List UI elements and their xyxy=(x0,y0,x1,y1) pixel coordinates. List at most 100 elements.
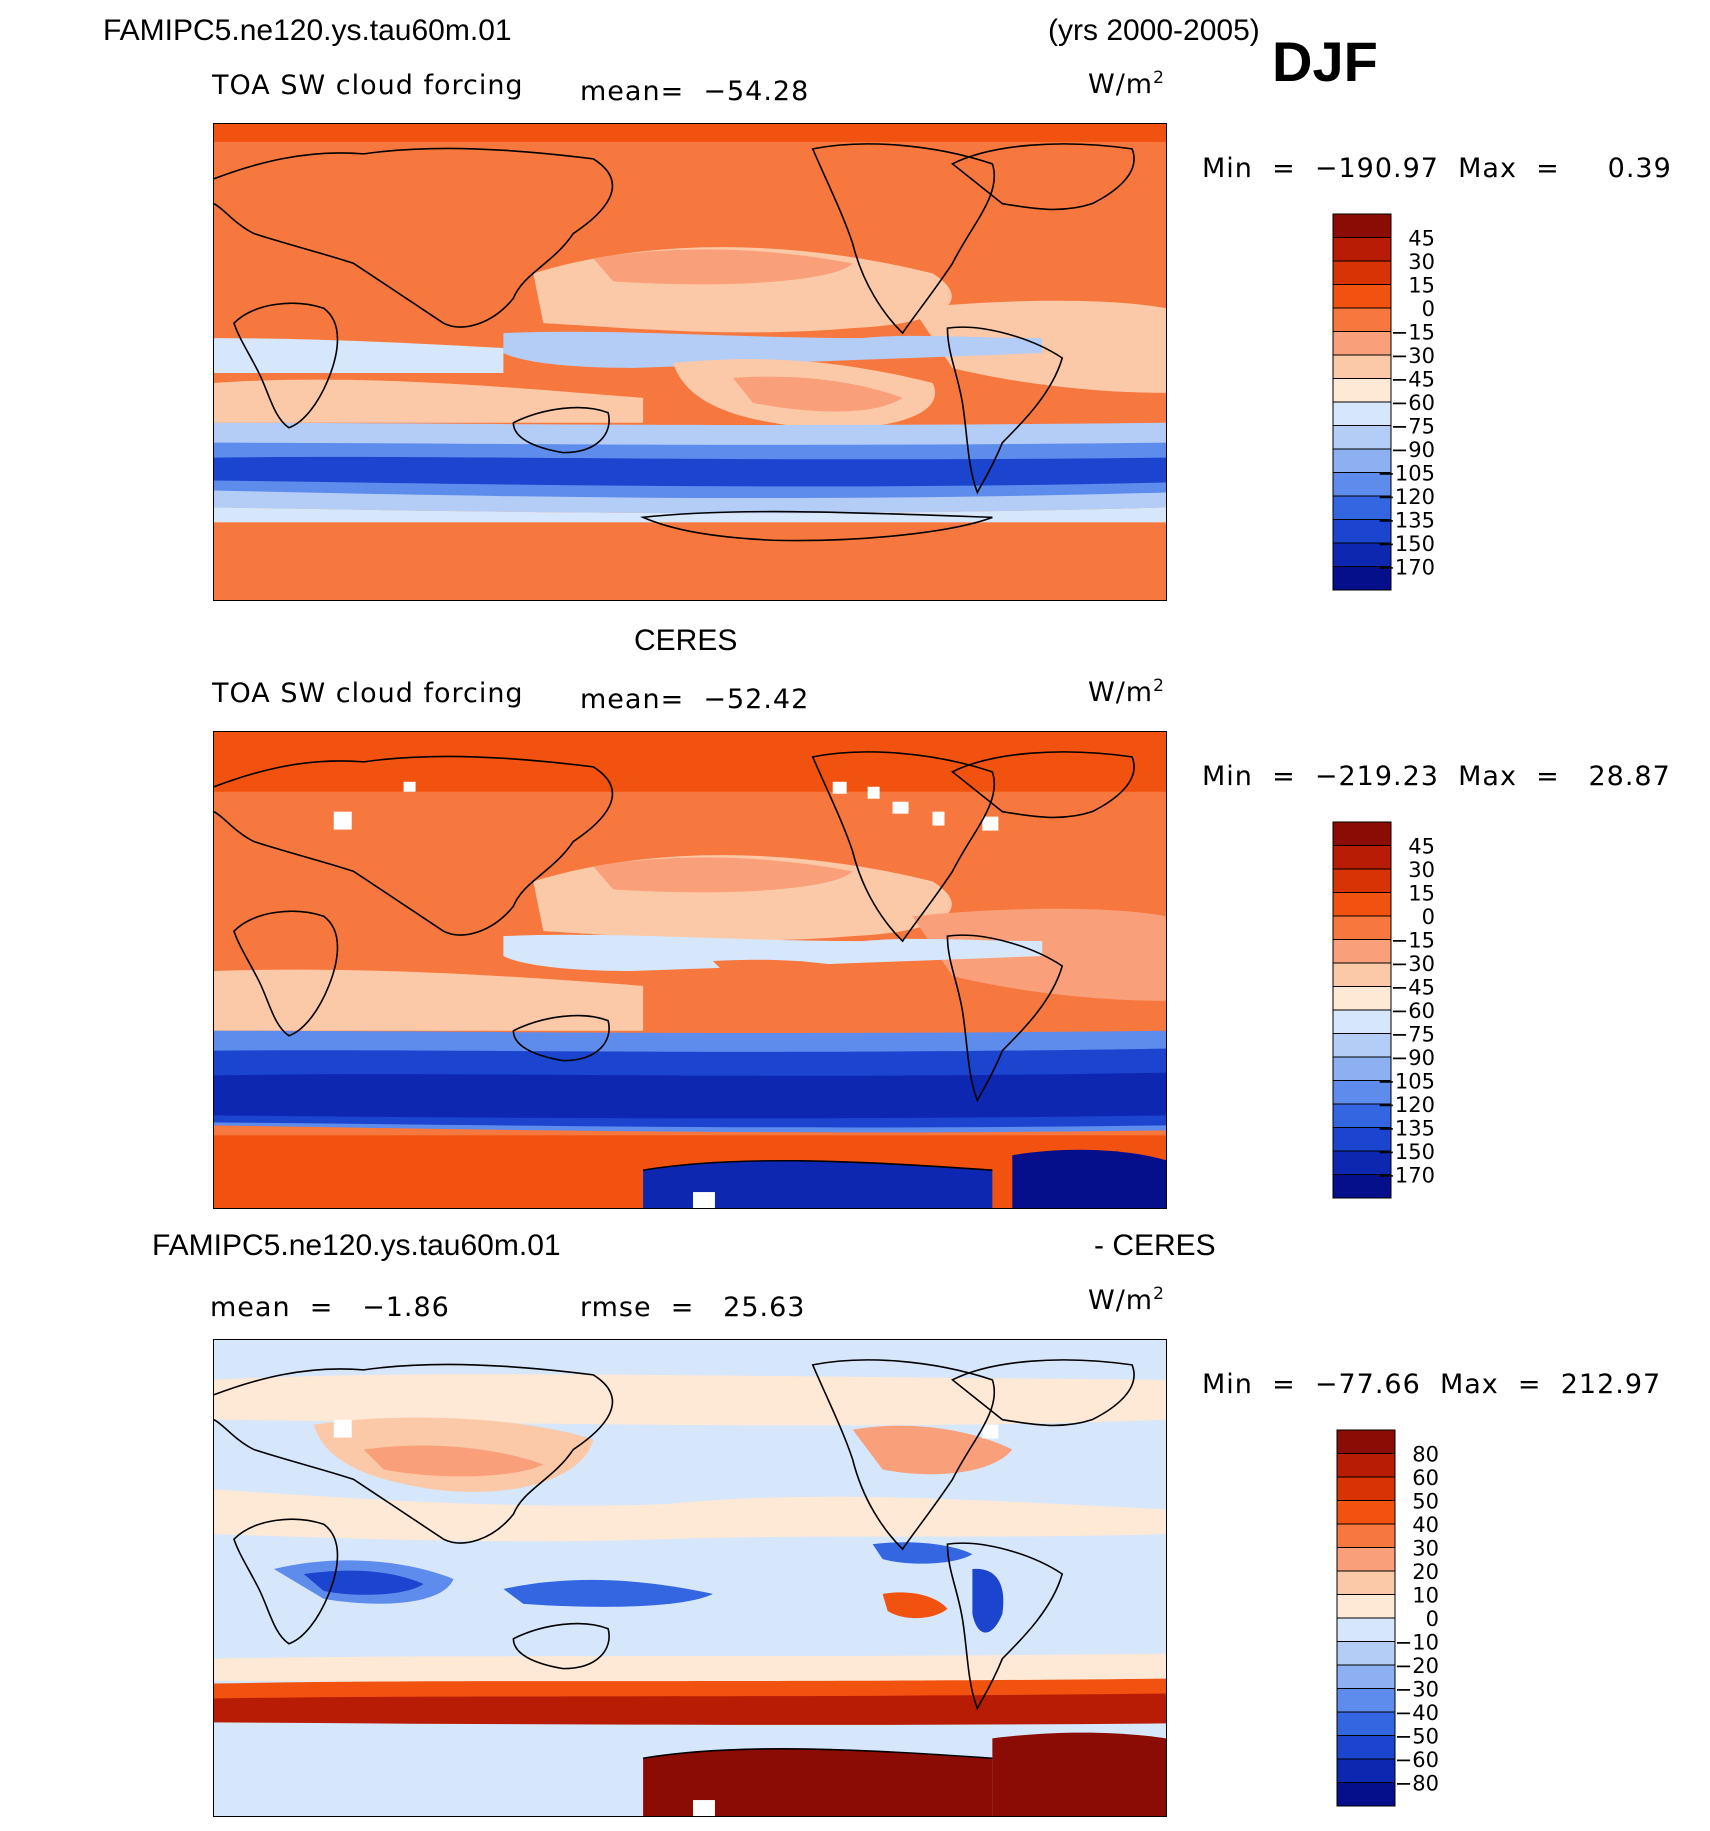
colorbar-label: 0 xyxy=(1422,905,1435,929)
colorbar-swatch xyxy=(1336,1594,1396,1619)
colorbar-label: 20 xyxy=(1412,1560,1439,1584)
panel3-map xyxy=(213,1339,1167,1817)
colorbar-swatch xyxy=(1332,892,1392,917)
colorbar-label: 40 xyxy=(1412,1513,1439,1537)
colorbar-label: 60 xyxy=(1412,1466,1439,1490)
colorbar-swatch xyxy=(1336,1664,1396,1689)
colorbar-swatch xyxy=(1336,1429,1396,1454)
panel1-variable-label: TOA SW cloud forcing xyxy=(212,70,524,101)
colorbar-swatch xyxy=(1332,939,1392,964)
colorbar-label: −50 xyxy=(1395,1725,1439,1749)
panel1-minmax-label: Min = −190.97 Max = 0.39 xyxy=(1202,153,1672,184)
colorbar-swatch xyxy=(1332,307,1392,332)
colorbar-label: −45 xyxy=(1391,976,1435,1000)
colorbar-label: −60 xyxy=(1391,999,1435,1023)
colorbar-swatch xyxy=(1332,1174,1392,1199)
colorbar-label: 45 xyxy=(1408,835,1435,859)
panel3-colorbar: 80 60 50 40 30 20 10 0 −10 −20 −30 −40 −50 −60 −80 xyxy=(1336,1429,1477,1810)
colorbar-label: 45 xyxy=(1408,227,1435,251)
panel3-rmse-label: rmse = 25.63 xyxy=(580,1292,806,1323)
colorbar-label: −105 xyxy=(1377,462,1435,486)
colorbar-label: 15 xyxy=(1408,882,1435,906)
season-label: DJF xyxy=(1272,30,1378,93)
colorbar-label: 10 xyxy=(1412,1584,1439,1608)
colorbar-swatch xyxy=(1336,1570,1396,1595)
colorbar-swatch xyxy=(1336,1617,1396,1642)
colorbar-swatch xyxy=(1332,845,1392,870)
colorbar-swatch xyxy=(1336,1476,1396,1501)
years-label: (yrs 2000-2005) xyxy=(1048,14,1260,47)
colorbar-swatch xyxy=(1332,986,1392,1011)
colorbar-swatch xyxy=(1336,1735,1396,1760)
colorbar-swatch xyxy=(1336,1641,1396,1666)
colorbar-label: −90 xyxy=(1391,438,1435,462)
colorbar-label: −15 xyxy=(1391,929,1435,953)
panel2-variable-label: TOA SW cloud forcing xyxy=(212,678,524,709)
colorbar-label: −60 xyxy=(1391,391,1435,415)
colorbar-label: −150 xyxy=(1377,1140,1435,1164)
colorbar-label: −45 xyxy=(1391,368,1435,392)
panel2-units-label: W/m2 xyxy=(1088,676,1165,708)
panel2-mean-label: mean= −52.42 xyxy=(580,684,810,715)
panel2-map-graphic xyxy=(214,732,1166,1208)
colorbar-label: −10 xyxy=(1395,1631,1439,1655)
colorbar-swatch xyxy=(1332,213,1392,238)
panel2-colorbar-graphic: 4530150−15−30−45−60−75−90−105−120−135−15… xyxy=(1332,821,1435,1199)
colorbar-swatch xyxy=(1332,915,1392,940)
panel1-map-graphic xyxy=(214,124,1166,600)
colorbar-swatch xyxy=(1332,378,1392,403)
colorbar-swatch xyxy=(1336,1500,1396,1525)
colorbar-label: 80 xyxy=(1412,1443,1439,1467)
colorbar-label: 50 xyxy=(1412,1490,1439,1514)
colorbar-label: −30 xyxy=(1395,1678,1439,1702)
colorbar-swatch xyxy=(1332,237,1392,262)
panel2-map xyxy=(213,731,1167,1209)
panel3-map-graphic xyxy=(214,1340,1166,1816)
panel1-colorbar-graphic: 4530150−15−30−45−60−75−90−105−120−135−15… xyxy=(1332,213,1435,591)
panel2-title: CERES xyxy=(634,624,738,657)
colorbar-label: 15 xyxy=(1408,274,1435,298)
colorbar-swatch xyxy=(1336,1453,1396,1478)
colorbar-swatch xyxy=(1332,566,1392,591)
colorbar-swatch xyxy=(1336,1758,1396,1783)
case-name-title: FAMIPC5.ne120.ys.tau60m.01 xyxy=(103,14,512,47)
colorbar-label: −170 xyxy=(1377,1164,1435,1188)
colorbar-label: −170 xyxy=(1377,556,1435,580)
colorbar-label: 30 xyxy=(1408,250,1435,274)
panel2-minmax-label: Min = −219.23 Max = 28.87 xyxy=(1202,761,1671,792)
panel3-minmax-label: Min = −77.66 Max = 212.97 xyxy=(1202,1369,1662,1400)
colorbar-swatch xyxy=(1332,331,1392,356)
colorbar-swatch xyxy=(1332,401,1392,426)
colorbar-label: −20 xyxy=(1395,1654,1439,1678)
colorbar-label: −120 xyxy=(1377,1093,1435,1117)
colorbar-label: −105 xyxy=(1377,1070,1435,1094)
colorbar-swatch xyxy=(1332,868,1392,893)
colorbar-label: −150 xyxy=(1377,532,1435,556)
colorbar-swatch xyxy=(1332,1033,1392,1058)
colorbar-label: −60 xyxy=(1395,1748,1439,1772)
colorbar-swatch xyxy=(1332,425,1392,450)
colorbar-label: −135 xyxy=(1377,509,1435,533)
colorbar-label: −80 xyxy=(1395,1772,1439,1796)
panel3-mean-label: mean = −1.86 xyxy=(210,1292,450,1323)
colorbar-swatch xyxy=(1332,260,1392,285)
colorbar-label: −40 xyxy=(1395,1701,1439,1725)
colorbar-swatch xyxy=(1336,1711,1396,1736)
colorbar-label: 0 xyxy=(1422,297,1435,321)
colorbar-label: 0 xyxy=(1426,1607,1439,1631)
colorbar-label: −75 xyxy=(1391,1023,1435,1047)
colorbar-label: 30 xyxy=(1412,1537,1439,1561)
colorbar-swatch xyxy=(1332,962,1392,987)
panel1-mean-label: mean= −54.28 xyxy=(580,76,810,107)
panel2-colorbar: 45 30 15 0 −15 −30 −45 −60 −75 −90 −105 −120 −135 −15… xyxy=(1332,821,1473,1202)
colorbar-swatch xyxy=(1332,284,1392,309)
colorbar-label: −15 xyxy=(1391,321,1435,345)
colorbar-label: −75 xyxy=(1391,415,1435,439)
colorbar-label: −30 xyxy=(1391,952,1435,976)
colorbar-label: −135 xyxy=(1377,1117,1435,1141)
colorbar-label: −90 xyxy=(1391,1046,1435,1070)
colorbar-swatch xyxy=(1336,1547,1396,1572)
panel1-units-label: W/m2 xyxy=(1088,68,1165,100)
colorbar-label: −120 xyxy=(1377,485,1435,509)
